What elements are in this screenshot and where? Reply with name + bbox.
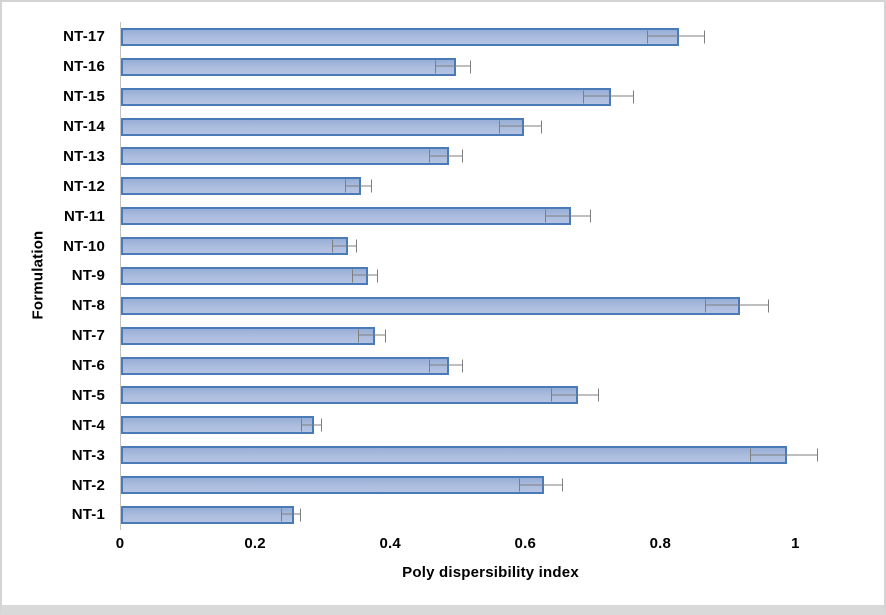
bar-row-NT-15 — [121, 82, 864, 112]
x-tick-label-0: 0 — [115, 535, 125, 552]
bar-row-NT-9 — [121, 261, 864, 291]
bar-row-NT-5 — [121, 381, 864, 411]
x-axis-title: Poly dispersibility index — [402, 564, 579, 581]
error-bar-NT-9 — [352, 269, 379, 283]
bar-NT-2 — [121, 476, 544, 495]
bar-NT-6 — [121, 356, 450, 375]
x-tick-label-0.6: 0.6 — [514, 535, 536, 552]
bar-NT-17 — [121, 27, 679, 46]
error-bar-NT-2 — [518, 478, 563, 492]
error-bar-line — [333, 245, 357, 247]
y-axis-label-NT-6: NT-6 — [71, 357, 105, 375]
y-axis-label-NT-9: NT-9 — [71, 267, 105, 285]
x-tick-label-0.4: 0.4 — [379, 535, 401, 552]
bar-NT-1 — [121, 505, 294, 524]
error-bar-NT-1 — [281, 508, 301, 522]
y-axis-label-NT-3: NT-3 — [71, 446, 105, 464]
bar-row-NT-11 — [121, 201, 864, 231]
error-bar-NT-13 — [429, 149, 464, 163]
y-axis-label-NT-8: NT-8 — [71, 297, 105, 315]
bar-row-NT-17 — [121, 22, 864, 52]
error-bar-NT-15 — [583, 90, 634, 104]
bar-NT-4 — [121, 416, 315, 435]
error-bar-NT-5 — [550, 388, 599, 402]
error-bar-NT-11 — [544, 209, 592, 223]
bar-NT-14 — [121, 117, 524, 136]
x-tick-label-0.8: 0.8 — [649, 535, 672, 552]
bar-row-NT-3 — [121, 440, 864, 470]
x-tick-label-1: 1 — [791, 535, 800, 552]
y-axis-label-NT-2: NT-2 — [71, 476, 105, 494]
y-axis-label-NT-5: NT-5 — [71, 386, 105, 404]
y-axis-label-NT-4: NT-4 — [71, 416, 105, 434]
bar-NT-15 — [121, 87, 612, 106]
bar-NT-9 — [121, 266, 369, 285]
bar-row-NT-6 — [121, 351, 864, 381]
error-bar-line — [519, 484, 562, 486]
error-bar-line — [551, 394, 598, 396]
bar-row-NT-12 — [121, 171, 864, 201]
error-bar-NT-12 — [345, 179, 372, 193]
bar-NT-7 — [121, 326, 375, 345]
bar-NT-13 — [121, 147, 450, 166]
error-bar-NT-3 — [749, 448, 819, 462]
x-axis-tick-labels: 0 0.2 0.4 0.6 0.8 1 — [116, 535, 863, 555]
bar-row-NT-10 — [121, 231, 864, 261]
error-bar-line — [545, 215, 591, 217]
error-bar-line — [282, 513, 300, 515]
x-tick-label-0.2: 0.2 — [244, 535, 266, 552]
bar-row-NT-16 — [121, 52, 864, 82]
bar-row-NT-2 — [121, 470, 864, 500]
bar-row-NT-14 — [121, 112, 864, 142]
y-axis-label-NT-15: NT-15 — [63, 88, 105, 106]
bar-NT-10 — [121, 237, 348, 256]
error-bar-line — [750, 454, 818, 456]
bar-row-NT-13 — [121, 142, 864, 172]
error-bar-line — [430, 364, 463, 366]
y-axis-label-NT-12: NT-12 — [63, 177, 105, 195]
error-bar-line — [500, 125, 541, 127]
error-bar-line — [346, 185, 371, 187]
y-axis-label-NT-14: NT-14 — [63, 118, 105, 136]
error-bar-line — [584, 95, 633, 97]
bar-row-NT-8 — [121, 291, 864, 321]
y-axis-label-NT-10: NT-10 — [63, 237, 105, 255]
error-bar-line — [301, 424, 321, 426]
error-bar-line — [648, 35, 704, 37]
bar-row-NT-7 — [121, 321, 864, 351]
y-axis-label-NT-13: NT-13 — [63, 147, 105, 165]
y-axis-label-NT-16: NT-16 — [63, 58, 105, 76]
error-bar-NT-6 — [429, 359, 464, 373]
y-axis-label-NT-11: NT-11 — [63, 207, 105, 225]
bar-NT-11 — [121, 207, 571, 226]
bar-NT-16 — [121, 57, 456, 76]
bar-NT-5 — [121, 386, 578, 405]
error-bar-NT-7 — [358, 329, 386, 343]
bar-row-NT-4 — [121, 410, 864, 440]
error-bar-NT-16 — [435, 60, 471, 74]
bar-row-NT-1 — [121, 500, 864, 530]
bar-NT-8 — [121, 296, 740, 315]
error-bar-NT-17 — [647, 30, 705, 44]
y-axis-label-NT-17: NT-17 — [63, 28, 105, 46]
error-bar-NT-8 — [704, 299, 769, 313]
y-axis-label-NT-7: NT-7 — [71, 327, 105, 345]
bar-NT-3 — [121, 446, 787, 465]
bar-NT-12 — [121, 177, 362, 196]
error-bar-line — [436, 65, 470, 67]
error-bar-line — [430, 155, 463, 157]
y-axis-labels: NT-17 NT-16 NT-15 NT-14 NT-13 NT-12 NT-11 NT-10… — [2, 22, 112, 530]
y-axis-label-NT-1: NT-1 — [71, 506, 105, 524]
error-bar-NT-4 — [300, 418, 322, 432]
error-bar-line — [359, 334, 385, 336]
error-bar-NT-14 — [499, 120, 542, 134]
plot-area — [120, 22, 864, 530]
error-bar-line — [705, 304, 768, 306]
error-bar-line — [353, 274, 378, 276]
error-bar-NT-10 — [332, 239, 358, 253]
